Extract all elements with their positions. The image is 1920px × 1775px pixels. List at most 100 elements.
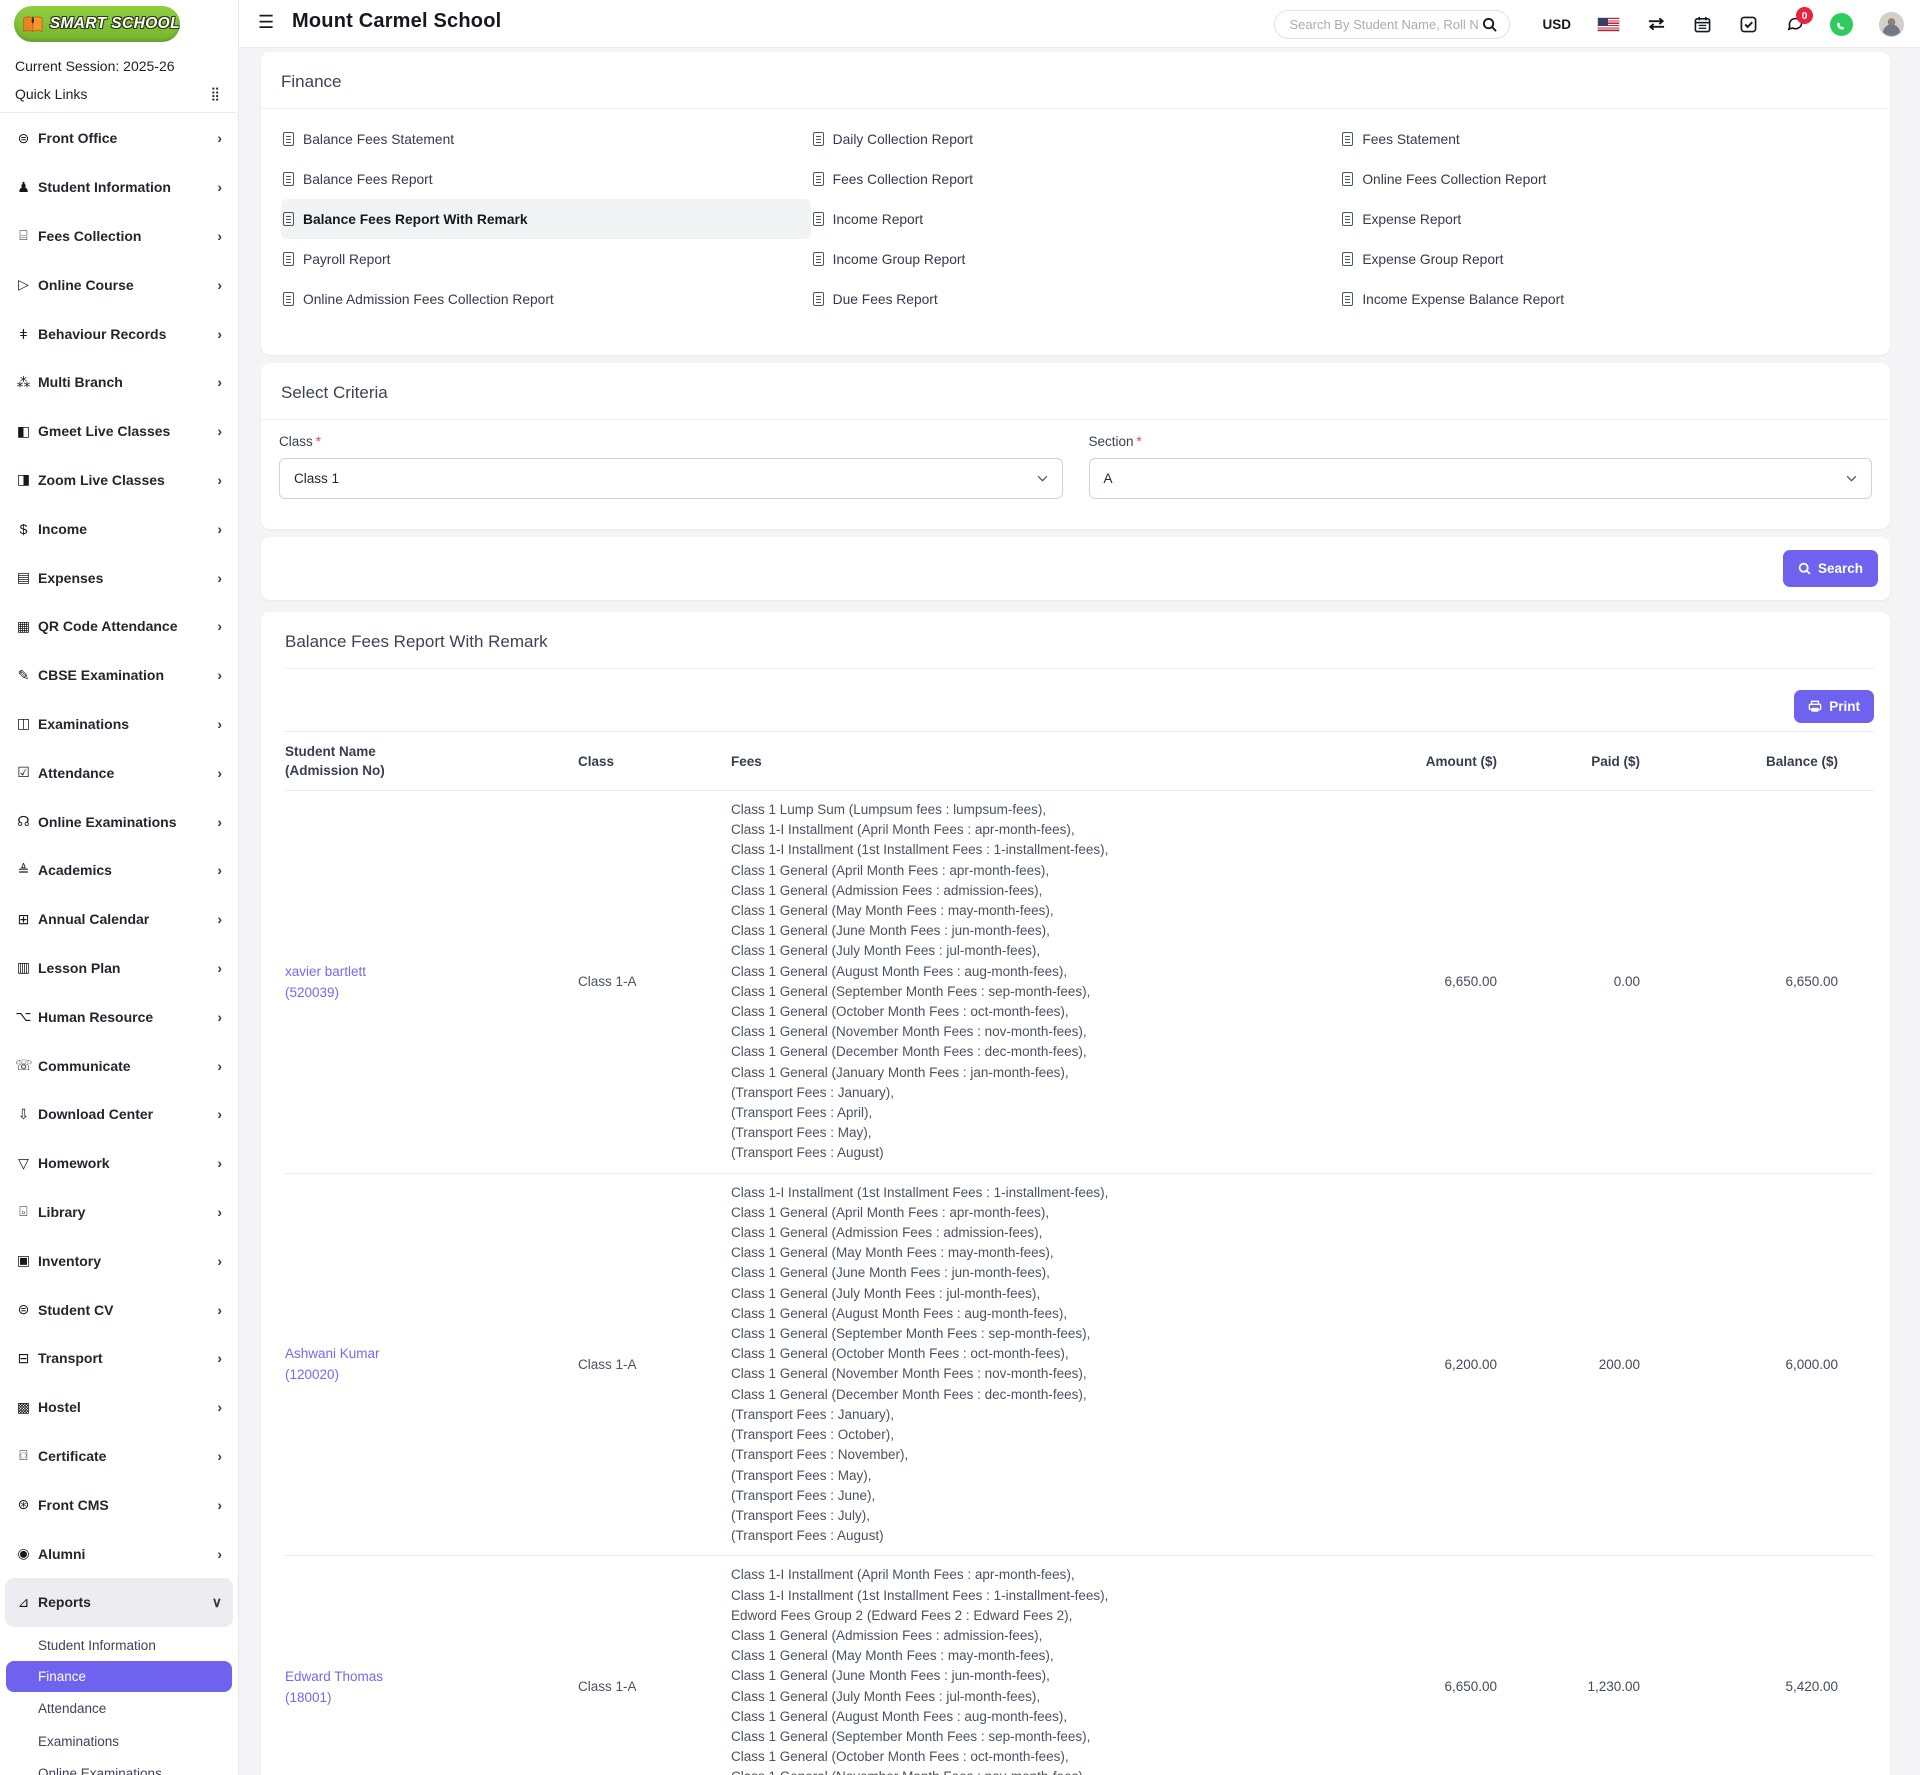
finance-link-income-expense-balance-report[interactable]: Income Expense Balance Report [1340,279,1870,319]
sidebar-subitem-student-information[interactable]: Student Information [38,1637,156,1653]
finance-link-daily-collection-report[interactable]: Daily Collection Report [811,119,1341,159]
reports-submenu: Student Information Finance Attendance E… [0,1627,238,1775]
sidebar-item-gmeet-live-classes[interactable]: ◧ Gmeet Live Classes › [16,422,222,440]
file-icon [283,292,294,306]
sidebar-item-income[interactable]: $ Income › [0,504,238,553]
file-icon [812,252,824,266]
currency-label[interactable]: USD [1542,16,1571,32]
sidebar-item-annual-calendar[interactable]: ⊞ Annual Calendar › [0,895,238,944]
sidebar-item-qr-code-attendance[interactable]: ▦ QR Code Attendance › [16,617,222,635]
sidebar-item-alumni[interactable]: ◉ Alumni › [0,1529,238,1578]
search-input[interactable] [1289,16,1480,32]
attendance-icon: ☑ [17,764,30,781]
sidebar-item-library[interactable]: ⌻ Library › [0,1188,238,1237]
sidebar-item-expenses[interactable]: ▤ Expenses › [16,569,222,586]
todo-check-icon[interactable] [1738,14,1758,34]
chevron-down-icon [1037,475,1047,482]
sidebar-item-online-course[interactable]: ▷ Online Course › [0,260,238,309]
sidebar-item-lesson-plan[interactable]: ▥ Lesson Plan › [16,959,222,976]
currency-exchange-icon[interactable] [1646,14,1666,34]
avatar[interactable] [1879,11,1904,37]
finance-link-fees-collection-report[interactable]: Fees Collection Report [811,159,1341,199]
sidebar-item-homework[interactable]: ▽ Homework › [0,1139,238,1188]
student-information-icon: ♟ [17,178,30,195]
sidebar-subitem-examinations[interactable]: Examinations [38,1733,120,1749]
sidebar-item-behaviour-records[interactable]: ǂ Behaviour Records › [0,309,238,358]
student-link[interactable]: xavier bartlett (520039) [285,963,367,1000]
sidebar-item-zoom-live-classes[interactable]: ◨ Zoom Live Classes › [16,471,222,488]
class-cell: Class 1-A [578,1356,637,1372]
cbse-examination-icon: ✎ [17,666,30,683]
chevron-right-icon: › [217,471,222,488]
sidebar-item-student-cv[interactable]: ⊜ Student CV › [0,1285,238,1334]
student-link[interactable]: Edward Thomas (18001) [285,1668,384,1705]
sidebar-item-multi-branch[interactable]: ⁂ Multi Branch › [16,373,223,391]
file-icon [1342,172,1354,186]
sidebar-subitem-online-examinations[interactable]: Online Examinations [38,1766,162,1775]
topbar-actions: USD 0 [1274,0,1904,48]
finance-link-income-group-report[interactable]: Income Group Report [811,239,1341,279]
finance-link-expense-group-report[interactable]: Expense Group Report [1340,239,1870,279]
sidebar-item-human-resource[interactable]: ⌥ Human Resource › [15,1008,222,1025]
annual-calendar-icon: ⊞ [17,910,30,927]
quick-links[interactable]: Quick Links ⣿ [0,74,238,113]
finance-link-expense-report[interactable]: Expense Report [1340,199,1870,239]
file-icon [812,172,824,186]
sidebar-item-attendance[interactable]: ☑ Attendance › [0,748,238,797]
sidebar-subitem-finance[interactable]: Finance [6,1661,232,1693]
sidebar-subitem-attendance[interactable]: Attendance [38,1701,107,1717]
finance-link-payroll-report[interactable]: Payroll Report [281,239,811,279]
messages-icon[interactable]: 0 [1784,7,1813,34]
sidebar-item-front-cms[interactable]: ⊛ Front CMS › [0,1480,238,1529]
finance-link-online-fees-collection-report[interactable]: Online Fees Collection Report [1340,159,1870,199]
fees-cell: Class 1-I Installment (April Month Fees … [731,1567,1109,1775]
sidebar-item-inventory[interactable]: ▣ Inventory › [16,1252,222,1269]
whatsapp-icon[interactable] [1830,12,1853,36]
print-row: Print [285,669,1874,731]
us-flag-icon[interactable] [1597,16,1620,32]
calendar-icon[interactable] [1692,14,1712,34]
homework-icon: ▽ [18,1154,29,1171]
page-title: Mount Carmel School [292,10,502,32]
finance-link-income-report[interactable]: Income Report [811,199,1341,239]
sidebar-item-front-office[interactable]: ⊜ Front Office › [0,114,238,163]
finance-link-fees-statement[interactable]: Fees Statement [1340,119,1870,159]
sidebar-item-student-information[interactable]: ♟ Student Information › [0,163,238,212]
paid-cell: 0.00 [1613,974,1640,990]
communicate-icon: ☏ [15,1057,33,1074]
sidebar-item-examinations[interactable]: ◫ Examinations › [16,715,222,732]
sidebar-item-reports[interactable]: ⊿ Reports ∨ [5,1577,233,1627]
chevron-down-icon: ∨ [211,1593,222,1610]
sidebar-nav: ⊜ Front Office › ♟ Student Information › ⌸ Fe… [0,113,238,1775]
student-search[interactable] [1274,9,1511,39]
file-icon [283,212,294,226]
class-select[interactable]: Class 1 [279,458,1063,499]
fees-cell: Class 1-I Installment (1st Installment F… [731,1184,1109,1544]
sidebar-item-hostel[interactable]: ▩ Hostel › [16,1398,222,1416]
search-button[interactable]: Search [1782,550,1878,587]
finance-link-balance-fees-report[interactable]: Balance Fees Report [281,159,811,199]
sidebar-item-cbse-examination[interactable]: ✎ CBSE Examination › [0,651,238,700]
finance-link-online-admission-fees-collection-report[interactable]: Online Admission Fees Collection Report [281,279,811,319]
online-course-icon: ▷ [18,276,29,293]
print-button[interactable]: Print [1794,690,1874,723]
search-icon[interactable] [1479,14,1499,34]
app-logo[interactable]: SMART SCHOOL [14,6,180,42]
student-link[interactable]: Ashwani Kumar (120020) [285,1346,380,1383]
sidebar-item-fees-collection[interactable]: ⌸ Fees Collection › [0,212,238,261]
sidebar-item-certificate[interactable]: ⌼ Certificate › [0,1432,238,1481]
finance-link-balance-fees-statement[interactable]: Balance Fees Statement [281,119,811,159]
col-remark: Remark [1838,742,1920,781]
finance-link-due-fees-report[interactable]: Due Fees Report [811,279,1341,319]
certificate-icon: ⌼ [19,1447,28,1464]
hamburger-menu-icon[interactable]: ☰ [258,12,275,32]
sidebar-item-download-center[interactable]: ⇩ Download Center › [0,1090,238,1139]
sidebar-item-online-examinations[interactable]: ☊ Online Examinations › [0,797,238,846]
sidebar-item-transport[interactable]: ⊟ Transport › [0,1334,238,1383]
finance-link-balance-fees-report-with-remark[interactable]: Balance Fees Report With Remark [281,199,811,239]
section-select[interactable]: A [1088,458,1872,499]
chevron-right-icon: › [217,1008,222,1025]
logo-text: SMART SCHOOL [49,15,180,32]
sidebar-item-academics[interactable]: ≜ Academics › [0,846,238,895]
sidebar-item-communicate[interactable]: ☏ Communicate › [15,1057,222,1074]
